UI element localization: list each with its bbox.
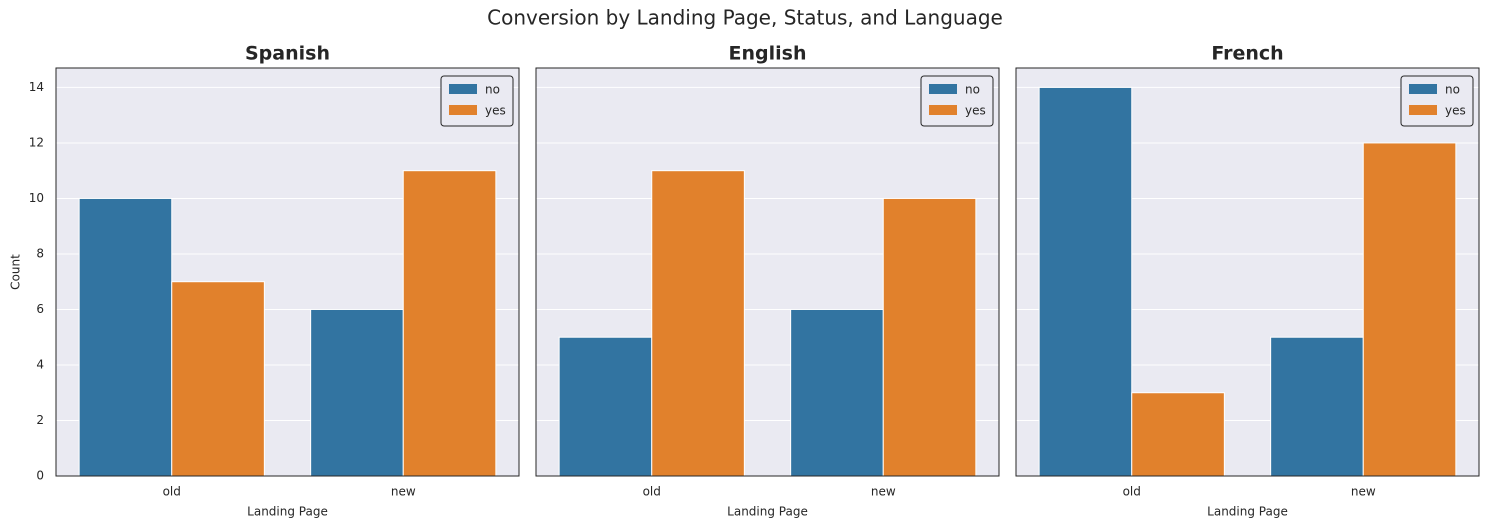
legend-swatch	[1409, 105, 1437, 115]
x-axis-label: Landing Page	[247, 505, 328, 519]
y-tick-label: 8	[36, 246, 44, 260]
panel-title: English	[729, 43, 807, 65]
x-tick-label: old	[163, 485, 181, 499]
legend-swatch	[1409, 84, 1437, 94]
y-tick-label: 0	[36, 469, 44, 483]
axes-frame	[535, 67, 1000, 477]
legend-box	[1400, 75, 1474, 127]
bar	[790, 308, 884, 477]
bar	[171, 281, 265, 477]
bar	[1131, 392, 1225, 477]
bar	[1038, 86, 1133, 477]
y-tick-label: 14	[29, 80, 44, 94]
y-axis-label: Count	[9, 254, 23, 290]
y-tick-label: 6	[36, 302, 44, 316]
x-tick-label: old	[1123, 485, 1141, 499]
bar	[402, 170, 497, 477]
y-tick-label: 4	[36, 357, 44, 371]
legend-label: no	[965, 83, 980, 97]
x-tick-label: new	[1351, 485, 1376, 499]
axes-frame	[55, 67, 520, 477]
legend-swatch	[449, 84, 477, 94]
legend-box	[440, 75, 514, 127]
y-tick-label: 12	[29, 135, 44, 149]
bar	[651, 170, 745, 477]
legend-box	[920, 75, 994, 127]
bar	[1362, 142, 1457, 477]
legend-label: no	[485, 83, 500, 97]
legend-swatch	[449, 105, 477, 115]
bar	[78, 197, 173, 477]
legend-label: yes	[965, 104, 986, 118]
legend-swatch	[929, 105, 957, 115]
x-axis-label: Landing Page	[1207, 505, 1288, 519]
panel-title: French	[1211, 43, 1283, 65]
x-tick-label: old	[643, 485, 661, 499]
legend-swatch	[929, 84, 957, 94]
legend-label: yes	[1445, 104, 1466, 118]
figure-title: Conversion by Landing Page, Status, and …	[487, 6, 1003, 30]
bar	[558, 336, 653, 477]
x-axis-label: Landing Page	[727, 505, 808, 519]
y-tick-label: 2	[36, 413, 44, 427]
bar	[882, 197, 977, 477]
bar	[1270, 336, 1364, 477]
panel-title: Spanish	[245, 43, 330, 65]
bar	[310, 308, 404, 477]
legend-label: no	[1445, 83, 1460, 97]
legend-label: yes	[485, 104, 506, 118]
y-tick-label: 10	[29, 191, 44, 205]
x-tick-label: new	[871, 485, 896, 499]
x-tick-label: new	[391, 485, 416, 499]
axes-frame	[1015, 67, 1480, 477]
